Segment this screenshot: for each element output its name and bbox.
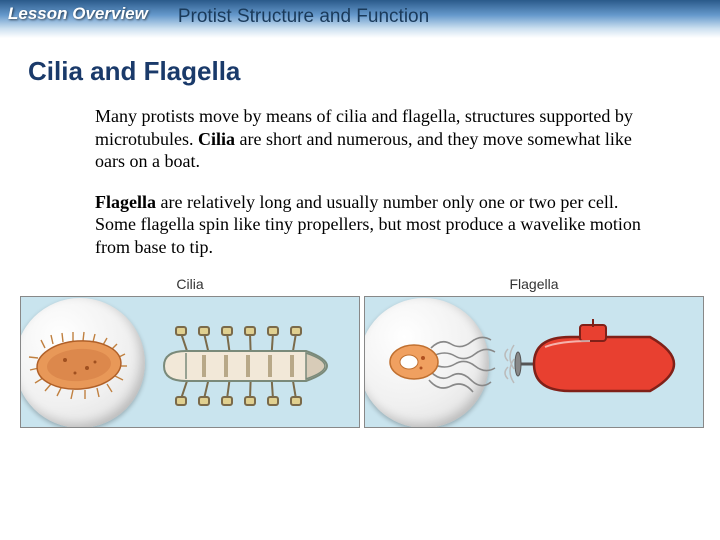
diagram-cilia: Cilia [18,276,362,428]
lesson-overview-label: Lesson Overview [0,4,148,24]
paragraph-2: Flagella are relatively long and usually… [0,173,720,259]
flagella-cell-svg [364,298,499,428]
paragraph-1: Many protists move by means of cilia and… [0,87,720,173]
rowboat-svg [156,325,351,407]
section-title: Cilia and Flagella [0,38,720,87]
cilia-panel [20,296,360,428]
flagella-panel [364,296,704,428]
diagram-row: Cilia [18,276,706,428]
para1-bold: Cilia [198,129,235,149]
para2-post: are relatively long and usually number o… [95,192,641,257]
submarine-svg [500,319,700,409]
cilia-cell-svg [20,298,145,428]
header-bar: Lesson Overview Protist Structure and Fu… [0,0,720,38]
para2-bold: Flagella [95,192,156,212]
topic-title: Protist Structure and Function [148,4,429,28]
cilia-label: Cilia [176,276,203,292]
diagram-flagella: Flagella [362,276,706,428]
flagella-label: Flagella [509,276,558,292]
